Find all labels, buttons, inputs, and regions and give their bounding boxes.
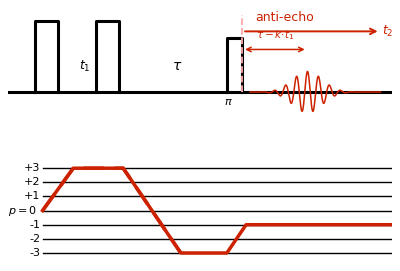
Text: -3: -3 [30,248,41,258]
Text: +2: +2 [24,177,41,187]
Text: $t_1$: $t_1$ [79,59,91,74]
Text: -1: -1 [30,220,41,230]
Text: $\tau$: $\tau$ [172,59,182,73]
Text: $\pi$: $\pi$ [224,97,233,107]
Text: +1: +1 [24,192,41,201]
Text: $\tau - k{\cdot}t_1$: $\tau - k{\cdot}t_1$ [256,28,294,42]
Text: $t_2$: $t_2$ [382,24,394,39]
Text: -2: -2 [30,234,41,244]
Text: anti-echo: anti-echo [255,11,314,24]
Text: +3: +3 [24,163,41,173]
Text: $p = 0$: $p = 0$ [8,204,37,218]
